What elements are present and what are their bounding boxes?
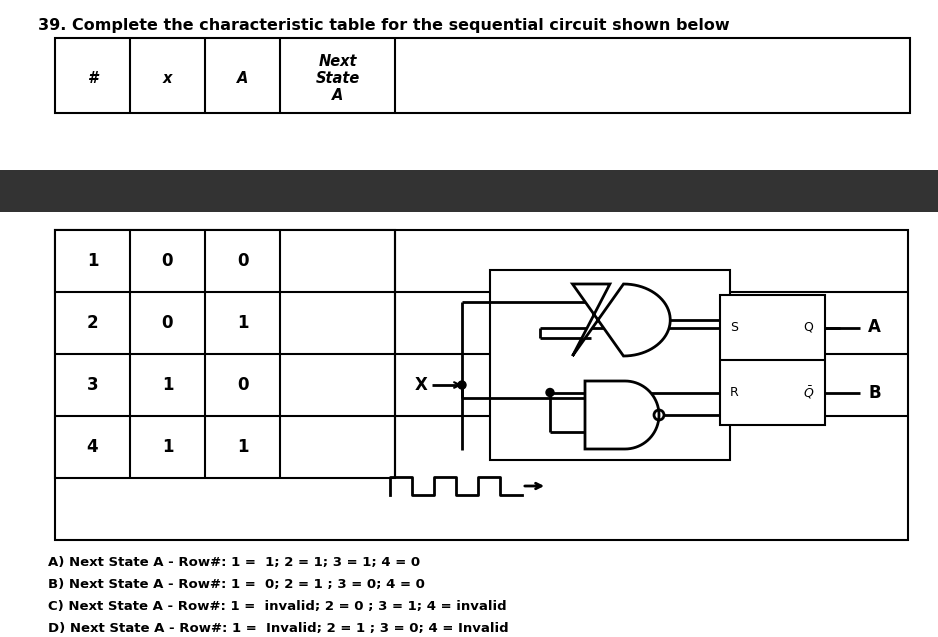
- Text: 0: 0: [161, 252, 174, 270]
- Text: Next
State
A: Next State A: [315, 54, 359, 103]
- Text: 1: 1: [236, 438, 249, 456]
- Polygon shape: [572, 284, 671, 356]
- Text: 1: 1: [236, 314, 249, 332]
- Text: D) Next State A - Row#: 1 =  Invalid; 2 = 1 ; 3 = 0; 4 = Invalid: D) Next State A - Row#: 1 = Invalid; 2 =…: [48, 622, 508, 635]
- Text: #: #: [87, 71, 98, 86]
- Text: A) Next State A - Row#: 1 =  1; 2 = 1; 3 = 1; 4 = 0: A) Next State A - Row#: 1 = 1; 2 = 1; 3 …: [48, 556, 420, 569]
- Text: X: X: [415, 376, 428, 394]
- Text: 1: 1: [86, 252, 98, 270]
- Bar: [55, 230, 395, 478]
- Text: 2: 2: [86, 314, 98, 332]
- Text: B: B: [868, 383, 881, 401]
- Text: 4: 4: [86, 438, 98, 456]
- Text: A: A: [236, 71, 249, 86]
- Text: 1: 1: [161, 438, 174, 456]
- Text: 1: 1: [161, 376, 174, 394]
- Text: 39. Complete the characteristic table for the sequential circuit shown below: 39. Complete the characteristic table fo…: [38, 18, 730, 33]
- Text: 0: 0: [236, 252, 249, 270]
- Text: Q: Q: [803, 321, 813, 334]
- Text: R: R: [730, 386, 739, 399]
- Polygon shape: [585, 381, 659, 449]
- Text: $\bar{Q}$: $\bar{Q}$: [803, 384, 814, 401]
- Circle shape: [546, 389, 554, 396]
- Bar: [55, 230, 908, 540]
- Bar: [0, 170, 938, 212]
- Text: C) Next State A - Row#: 1 =  invalid; 2 = 0 ; 3 = 1; 4 = invalid: C) Next State A - Row#: 1 = invalid; 2 =…: [48, 600, 507, 613]
- Text: A: A: [868, 318, 881, 336]
- Bar: [490, 270, 730, 460]
- Bar: [720, 295, 825, 425]
- Bar: [55, 38, 910, 113]
- Text: 0: 0: [236, 376, 249, 394]
- Text: x: x: [163, 71, 173, 86]
- Circle shape: [458, 381, 466, 389]
- Text: S: S: [730, 321, 738, 334]
- Text: 3: 3: [86, 376, 98, 394]
- Text: B) Next State A - Row#: 1 =  0; 2 = 1 ; 3 = 0; 4 = 0: B) Next State A - Row#: 1 = 0; 2 = 1 ; 3…: [48, 578, 425, 591]
- Text: 0: 0: [161, 314, 174, 332]
